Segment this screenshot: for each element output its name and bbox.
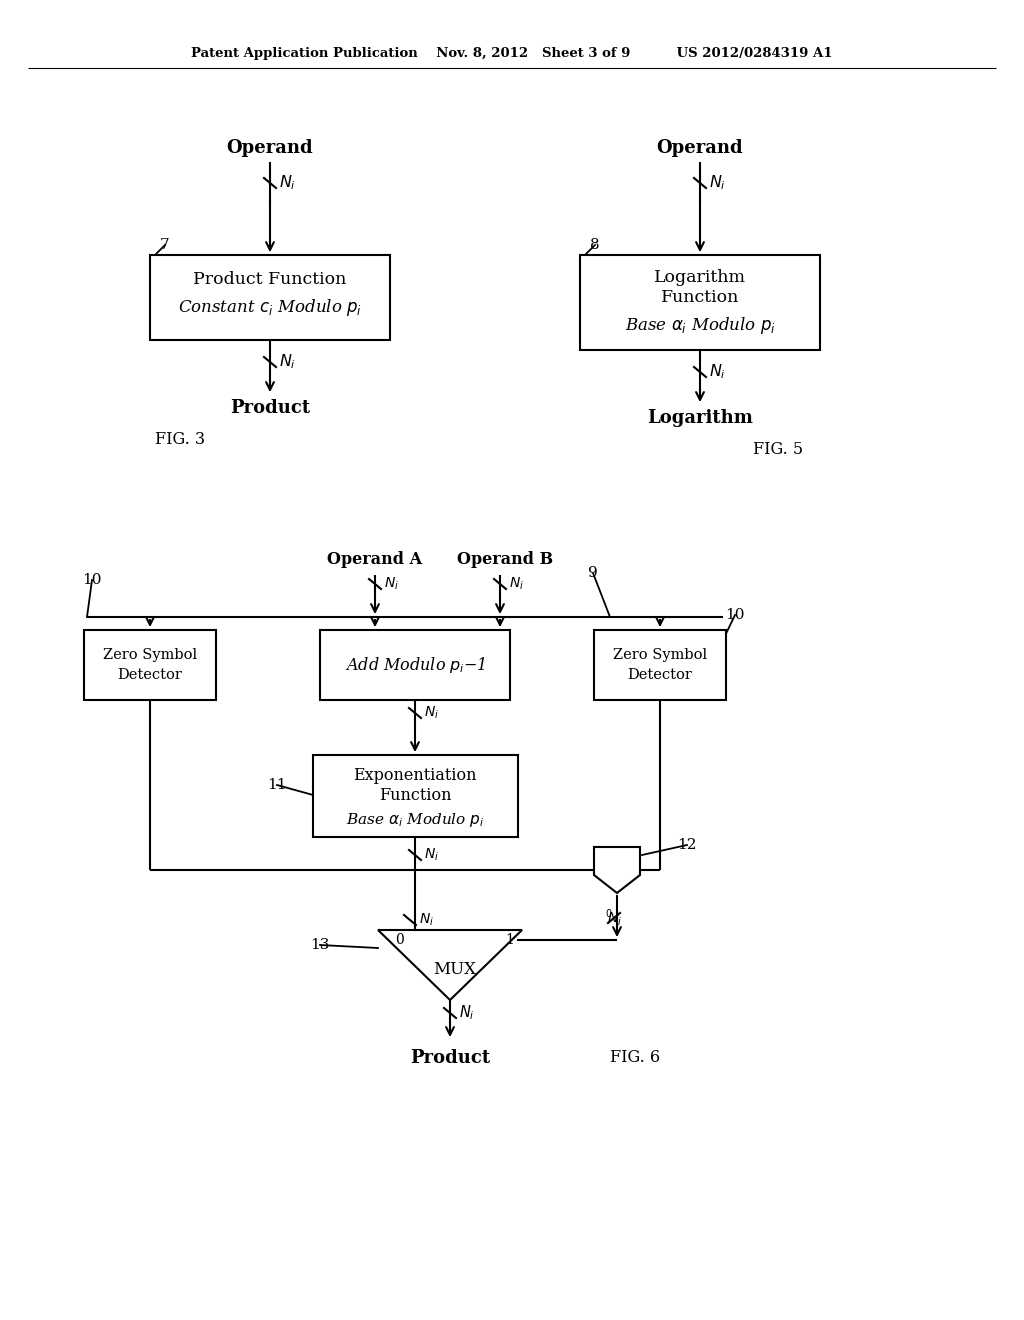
Text: Product Function: Product Function bbox=[194, 272, 347, 289]
Text: Logarithm: Logarithm bbox=[647, 409, 753, 426]
Text: Add Modulo $p_i$$-$1: Add Modulo $p_i$$-$1 bbox=[344, 655, 485, 675]
Text: FIG. 5: FIG. 5 bbox=[753, 441, 803, 458]
Bar bbox=[319, 630, 510, 700]
Text: Function: Function bbox=[379, 787, 452, 804]
Bar bbox=[150, 255, 390, 341]
Text: 8: 8 bbox=[590, 238, 600, 252]
Text: 10: 10 bbox=[82, 573, 101, 587]
Polygon shape bbox=[594, 847, 640, 894]
Text: 10: 10 bbox=[725, 609, 744, 622]
Text: Base $\alpha_i$ Modulo $p_i$: Base $\alpha_i$ Modulo $p_i$ bbox=[625, 314, 775, 335]
Text: Zero Symbol: Zero Symbol bbox=[103, 648, 197, 663]
Text: 11: 11 bbox=[267, 777, 287, 792]
Bar bbox=[312, 755, 517, 837]
Text: Product: Product bbox=[230, 399, 310, 417]
Text: Operand A: Operand A bbox=[328, 552, 423, 569]
Text: Operand: Operand bbox=[226, 139, 313, 157]
Text: $^0\!\!N_i$: $^0\!\!N_i$ bbox=[605, 907, 623, 928]
Text: Product: Product bbox=[410, 1049, 490, 1067]
Text: $N_i$: $N_i$ bbox=[424, 705, 439, 721]
Text: Constant $c_i$ Modulo $p_i$: Constant $c_i$ Modulo $p_i$ bbox=[178, 297, 362, 318]
Text: Base $\alpha_i$ Modulo $p_i$: Base $\alpha_i$ Modulo $p_i$ bbox=[346, 810, 484, 829]
Text: 7: 7 bbox=[160, 238, 170, 252]
Bar bbox=[594, 630, 726, 700]
Text: $N_i$: $N_i$ bbox=[419, 912, 434, 928]
Polygon shape bbox=[378, 931, 522, 1001]
Text: Operand B: Operand B bbox=[457, 552, 553, 569]
Text: $N_i$: $N_i$ bbox=[709, 363, 726, 381]
Text: 9: 9 bbox=[588, 566, 598, 579]
Text: Detector: Detector bbox=[118, 668, 182, 682]
Text: $N_i$: $N_i$ bbox=[424, 847, 439, 863]
Text: Zero Symbol: Zero Symbol bbox=[613, 648, 707, 663]
Text: $N_i$: $N_i$ bbox=[459, 1003, 475, 1023]
Text: Logarithm: Logarithm bbox=[654, 268, 746, 285]
Text: 12: 12 bbox=[677, 838, 696, 851]
Bar bbox=[84, 630, 216, 700]
Text: FIG. 3: FIG. 3 bbox=[155, 432, 205, 449]
Text: Detector: Detector bbox=[628, 668, 692, 682]
Text: 0: 0 bbox=[395, 933, 404, 946]
Text: MUX: MUX bbox=[433, 961, 476, 978]
Text: $N_i$: $N_i$ bbox=[279, 174, 296, 193]
Text: $N_i$: $N_i$ bbox=[384, 576, 399, 593]
Text: $N_i$: $N_i$ bbox=[279, 352, 296, 371]
Text: Patent Application Publication    Nov. 8, 2012   Sheet 3 of 9          US 2012/0: Patent Application Publication Nov. 8, 2… bbox=[191, 46, 833, 59]
Text: Exponentiation: Exponentiation bbox=[353, 767, 477, 784]
Text: FIG. 6: FIG. 6 bbox=[610, 1049, 660, 1067]
Text: $N_i$: $N_i$ bbox=[709, 174, 726, 193]
Text: Operand: Operand bbox=[656, 139, 743, 157]
Bar bbox=[580, 255, 820, 350]
Text: $N_i$: $N_i$ bbox=[509, 576, 524, 593]
Text: 1: 1 bbox=[506, 933, 514, 946]
Text: Function: Function bbox=[660, 289, 739, 305]
Text: 13: 13 bbox=[310, 939, 330, 952]
